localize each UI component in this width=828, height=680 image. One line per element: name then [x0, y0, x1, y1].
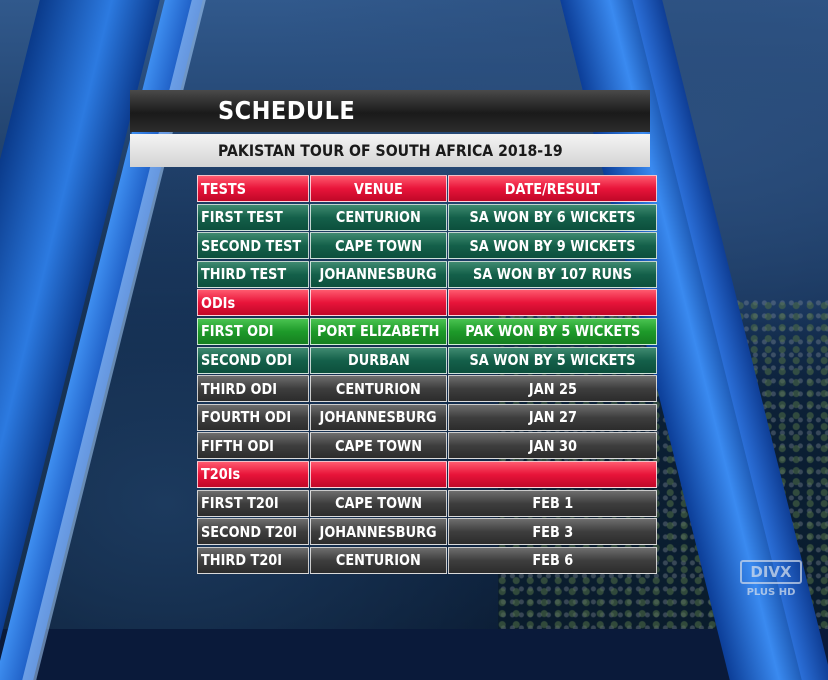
- match-cell: THIRD ODI: [197, 375, 309, 403]
- venue-cell: JOHANNESBURG: [310, 403, 447, 431]
- venue-cell: CAPE TOWN: [310, 489, 447, 517]
- column-header-tests: TESTS: [197, 175, 309, 202]
- column-header-date-result: DATE/RESULT: [448, 175, 657, 202]
- title-bar: [130, 90, 650, 132]
- venue-cell: [310, 289, 447, 317]
- schedule-table: TESTS VENUE DATE/RESULT FIRST TEST CENTUR…: [197, 175, 658, 575]
- result-cell: [448, 289, 657, 317]
- match-cell: SECOND TEST: [197, 232, 309, 260]
- table-section-row: ODIs: [197, 289, 658, 317]
- venue-cell: JOHANNESBURG: [310, 518, 447, 546]
- divx-logo: DIVX PLUS HD: [740, 560, 802, 608]
- table-row: SECOND TEST CAPE TOWN SA WON BY 9 WICKETS: [197, 232, 658, 260]
- result-cell: FEB 1: [448, 489, 657, 517]
- match-cell: FIFTH ODI: [197, 432, 309, 460]
- result-cell: FEB 6: [448, 546, 657, 574]
- table-row: THIRD T20I CENTURION FEB 6: [197, 546, 658, 574]
- subtitle-bar: [130, 134, 650, 167]
- divx-logo-tag: PLUS HD: [746, 587, 796, 598]
- venue-cell: [310, 460, 447, 488]
- match-cell: THIRD TEST: [197, 260, 309, 288]
- venue-cell: PORT ELIZABETH: [310, 317, 447, 345]
- table-header-row: TESTS VENUE DATE/RESULT: [197, 175, 658, 202]
- venue-cell: CENTURION: [310, 203, 447, 231]
- result-cell: [448, 460, 657, 488]
- page-title: SCHEDULE: [218, 96, 356, 125]
- match-cell: THIRD T20I: [197, 546, 309, 574]
- match-cell: FIRST T20I: [197, 489, 309, 517]
- table-row: FIRST ODI PORT ELIZABETH PAK WON BY 5 WICK…: [197, 317, 658, 345]
- result-cell: JAN 25: [448, 375, 657, 403]
- column-header-venue: VENUE: [310, 175, 447, 202]
- result-cell: FEB 3: [448, 518, 657, 546]
- table-section-row: T20Is: [197, 460, 658, 488]
- table-row: SECOND ODI DURBAN SA WON BY 5 WICKETS: [197, 346, 658, 374]
- table-row: FIRST T20I CAPE TOWN FEB 1: [197, 489, 658, 517]
- venue-cell: CAPE TOWN: [310, 432, 447, 460]
- table-row: FIRST TEST CENTURION SA WON BY 6 WICKETS: [197, 203, 658, 231]
- venue-cell: DURBAN: [310, 346, 447, 374]
- result-cell: JAN 27: [448, 403, 657, 431]
- result-cell: SA WON BY 5 WICKETS: [448, 346, 657, 374]
- match-cell: ODIs: [197, 289, 309, 317]
- match-cell: T20Is: [197, 460, 309, 488]
- table-row: SECOND T20I JOHANNESBURG FEB 3: [197, 518, 658, 546]
- match-cell: FOURTH ODI: [197, 403, 309, 431]
- venue-cell: CAPE TOWN: [310, 232, 447, 260]
- match-cell: SECOND T20I: [197, 518, 309, 546]
- venue-cell: JOHANNESBURG: [310, 260, 447, 288]
- result-cell: SA WON BY 6 WICKETS: [448, 203, 657, 231]
- table-row: THIRD TEST JOHANNESBURG SA WON BY 107 RUNS: [197, 260, 658, 288]
- result-cell: JAN 30: [448, 432, 657, 460]
- match-cell: SECOND ODI: [197, 346, 309, 374]
- match-cell: FIRST TEST: [197, 203, 309, 231]
- result-cell: PAK WON BY 5 WICKETS: [448, 317, 657, 345]
- table-row: FOURTH ODI JOHANNESBURG JAN 27: [197, 403, 658, 431]
- result-cell: SA WON BY 107 RUNS: [448, 260, 657, 288]
- table-row: THIRD ODI CENTURION JAN 25: [197, 375, 658, 403]
- table-row: FIFTH ODI CAPE TOWN JAN 30: [197, 432, 658, 460]
- divx-logo-mark: DIVX: [740, 560, 802, 584]
- page-subtitle: PAKISTAN TOUR OF SOUTH AFRICA 2018-19: [218, 141, 563, 160]
- match-cell: FIRST ODI: [197, 317, 309, 345]
- venue-cell: CENTURION: [310, 375, 447, 403]
- table-body: FIRST TEST CENTURION SA WON BY 6 WICKETS SE…: [197, 203, 658, 574]
- result-cell: SA WON BY 9 WICKETS: [448, 232, 657, 260]
- venue-cell: CENTURION: [310, 546, 447, 574]
